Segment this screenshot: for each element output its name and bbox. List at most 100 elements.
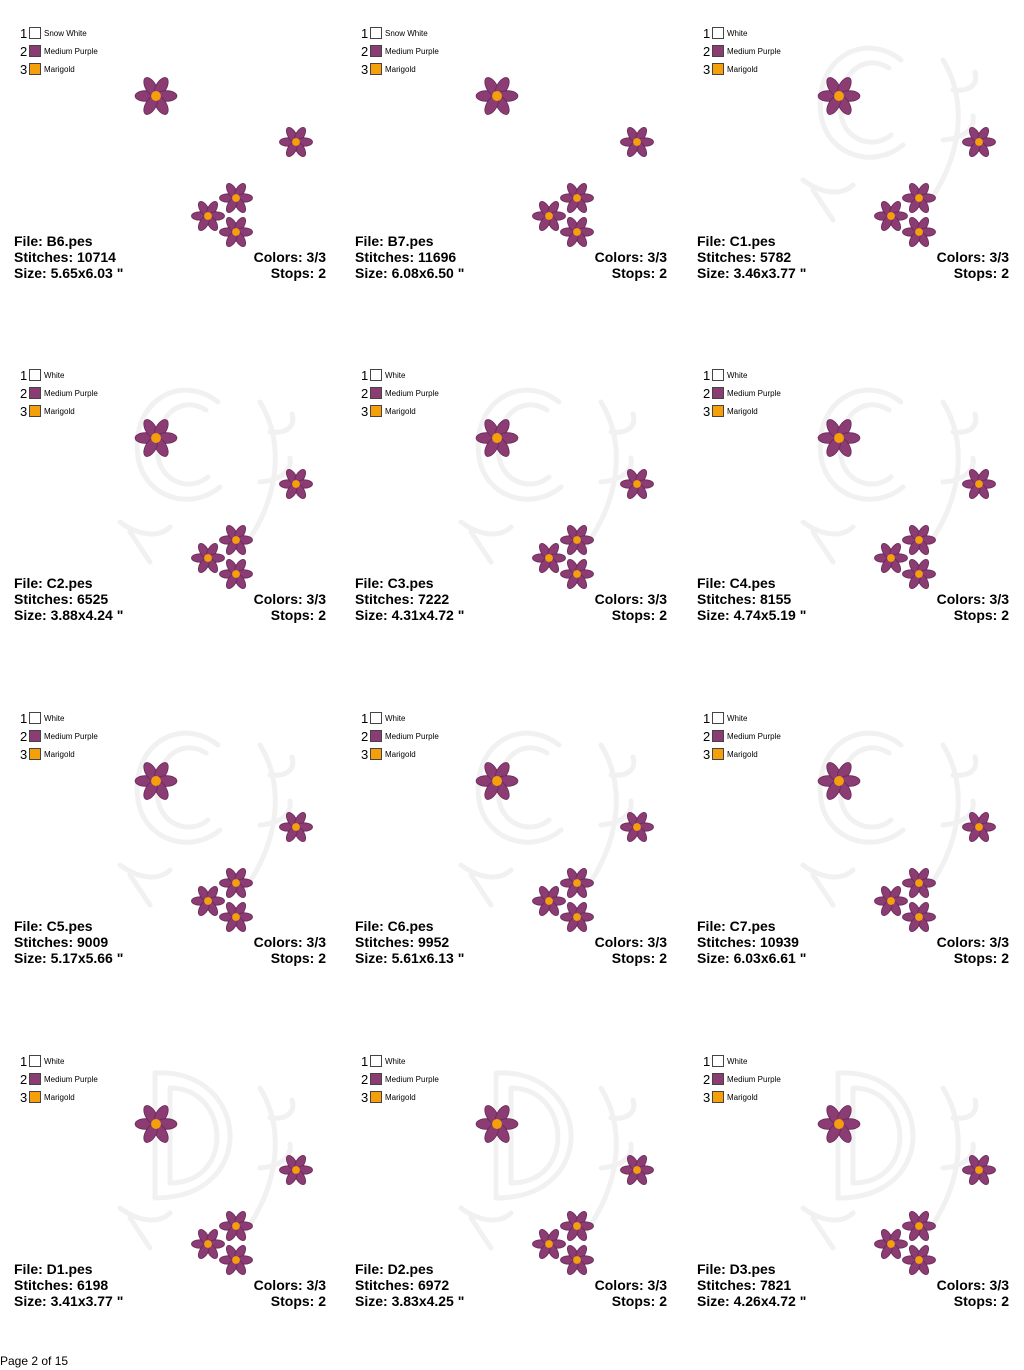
legend-index: 3 <box>361 1090 369 1105</box>
thread-name: Medium Purple <box>727 732 781 741</box>
thread-name: Marigold <box>385 750 416 759</box>
design-size: Size: 4.74x5.19 " <box>697 607 807 623</box>
color-swatch <box>370 748 382 760</box>
monogram-outline <box>800 387 979 565</box>
thread-name: Marigold <box>44 407 75 416</box>
color-swatch <box>29 730 41 742</box>
thread-name: White <box>727 1057 748 1066</box>
legend-index: 1 <box>20 368 28 383</box>
color-swatch <box>712 405 724 417</box>
legend-index: 3 <box>703 1090 711 1105</box>
thread-name: Snow White <box>385 29 428 38</box>
flower-motif <box>279 469 313 499</box>
stop-count: Stops: 2 <box>270 950 326 966</box>
flower-motif <box>219 217 253 247</box>
flower-motif <box>191 1229 225 1259</box>
flower-motif <box>962 1155 996 1185</box>
color-count: Colors: 3/3 <box>936 934 1009 950</box>
design-card: 1 Snow White 2 Medium Purple 3 Marigold File: … <box>0 0 330 330</box>
color-count: Colors: 3/3 <box>253 591 326 607</box>
design-card: 1 White 2 Medium Purple 3 Marigold File: C2.pe… <box>0 342 330 672</box>
thread-name: Medium Purple <box>44 47 98 56</box>
legend-index: 3 <box>20 62 28 77</box>
flower-motif <box>191 886 225 916</box>
legend-index: 2 <box>703 729 711 744</box>
flower-motif <box>219 559 253 589</box>
flower-motif <box>874 1229 908 1259</box>
legend-index: 3 <box>20 747 28 762</box>
stitch-count: Stitches: 6198 <box>14 1277 109 1293</box>
legend-index: 2 <box>20 1072 28 1087</box>
flower-motif <box>560 525 594 555</box>
thread-name: Marigold <box>44 1093 75 1102</box>
color-swatch <box>712 387 724 399</box>
monogram-outline <box>458 1070 637 1251</box>
stop-count: Stops: 2 <box>611 265 667 281</box>
color-swatch <box>370 712 382 724</box>
color-count: Colors: 3/3 <box>594 591 667 607</box>
page-number: Page 2 of 15 <box>0 1354 69 1368</box>
thread-name: White <box>385 714 406 723</box>
design-card: 1 White 2 Medium Purple 3 Marigold File: C7.pe… <box>683 685 1013 1015</box>
legend-index: 3 <box>361 747 369 762</box>
thread-name: White <box>727 371 748 380</box>
flower-motif <box>874 886 908 916</box>
flower-motif <box>817 1105 861 1143</box>
flower-motif <box>475 762 519 800</box>
design-card: 1 White 2 Medium Purple 3 Marigold File: C1.pe… <box>683 0 1013 330</box>
stop-count: Stops: 2 <box>611 950 667 966</box>
thread-name: Medium Purple <box>44 732 98 741</box>
flower-motif <box>560 868 594 898</box>
legend-index: 1 <box>703 711 711 726</box>
color-swatch <box>29 1073 41 1085</box>
design-size: Size: 4.26x4.72 " <box>697 1293 807 1309</box>
flower-motif <box>219 868 253 898</box>
flower-motif <box>560 217 594 247</box>
design-card: 1 White 2 Medium Purple 3 Marigold File: D1.pe… <box>0 1028 330 1358</box>
legend-index: 1 <box>20 26 28 41</box>
design-size: Size: 3.88x4.24 " <box>14 607 124 623</box>
legend-index: 3 <box>361 404 369 419</box>
design-preview <box>800 1070 996 1275</box>
file-name: File: C4.pes <box>697 575 776 591</box>
color-swatch <box>370 45 382 57</box>
color-swatch <box>29 712 41 724</box>
design-size: Size: 6.08x6.50 " <box>355 265 465 281</box>
stop-count: Stops: 2 <box>953 265 1009 281</box>
stitch-count: Stitches: 6525 <box>14 591 109 607</box>
monogram-outline <box>800 45 979 223</box>
stitch-count: Stitches: 9952 <box>355 934 450 950</box>
flower-motif <box>902 559 936 589</box>
legend-index: 3 <box>20 1090 28 1105</box>
design-card: 1 White 2 Medium Purple 3 Marigold File: D2.pe… <box>341 1028 671 1358</box>
design-preview <box>458 730 654 932</box>
file-name: File: C3.pes <box>355 575 434 591</box>
flower-motif <box>134 419 178 457</box>
design-size: Size: 4.31x4.72 " <box>355 607 465 623</box>
stitch-count: Stitches: 10939 <box>697 934 799 950</box>
stop-count: Stops: 2 <box>953 950 1009 966</box>
flower-motif <box>191 201 225 231</box>
color-swatch <box>29 405 41 417</box>
stop-count: Stops: 2 <box>611 1293 667 1309</box>
thread-name: Medium Purple <box>727 1075 781 1084</box>
flower-motif <box>191 543 225 573</box>
flower-motif <box>279 127 313 157</box>
flower-motif <box>560 183 594 213</box>
stop-count: Stops: 2 <box>270 607 326 623</box>
design-preview <box>117 730 313 932</box>
flower-motif <box>962 812 996 842</box>
color-swatch <box>370 63 382 75</box>
thread-name: Marigold <box>44 750 75 759</box>
design-size: Size: 6.03x6.61 " <box>697 950 807 966</box>
flower-motif <box>902 1245 936 1275</box>
file-name: File: C5.pes <box>14 918 93 934</box>
thread-name: White <box>727 714 748 723</box>
design-size: Size: 5.65x6.03 " <box>14 265 124 281</box>
legend-index: 1 <box>20 711 28 726</box>
flower-motif <box>874 543 908 573</box>
flower-motif <box>532 886 566 916</box>
monogram-outline <box>458 730 637 908</box>
monogram-outline <box>800 1070 979 1251</box>
flower-motif <box>620 127 654 157</box>
